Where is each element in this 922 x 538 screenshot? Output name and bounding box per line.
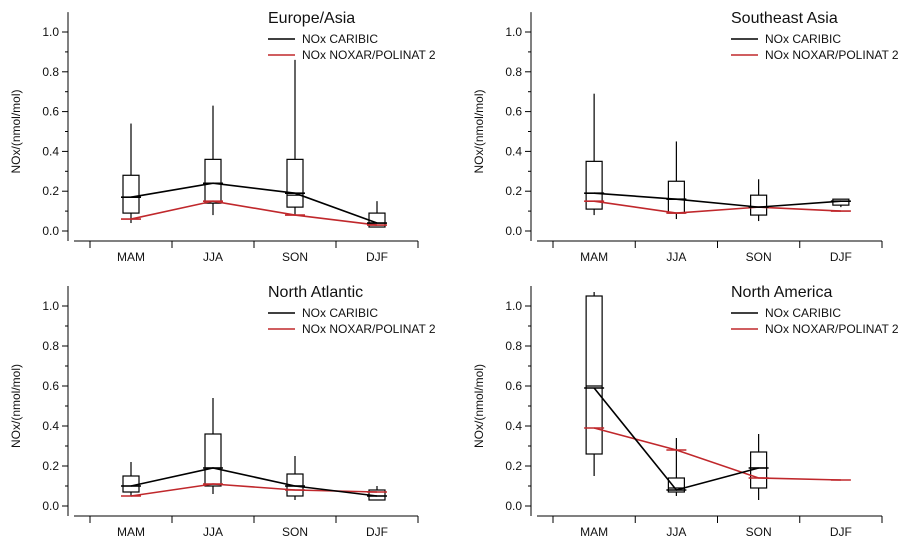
legend-label: NOx NOXAR/POLINAT 2 (765, 322, 899, 336)
panel-title: North Atlantic (268, 284, 363, 301)
y-tick-label: 0.6 (42, 379, 59, 393)
y-axis-title: NOx/(nmol/mol) (472, 364, 486, 448)
x-tick-label: JJA (203, 525, 223, 538)
series-line-noxar (130, 483, 378, 497)
x-tick-label: MAM (117, 250, 145, 264)
box-iqr (750, 194, 768, 216)
box-iqr (286, 158, 304, 208)
y-tick-label: 0.4 (42, 144, 59, 158)
legend-label: NOx NOXAR/POLINAT 2 (302, 322, 436, 336)
x-tick-label: MAM (117, 525, 145, 538)
x-tick-label: SON (746, 525, 772, 538)
y-tick-label: 1.0 (42, 299, 59, 313)
series-line-caribic (594, 192, 841, 208)
series-line-noxar (593, 427, 841, 481)
y-tick-label: 0.8 (42, 65, 59, 79)
x-tick-label: JJA (666, 250, 686, 264)
chart-panel-1: 0.0 0.2 0.4 0.6 0.8 1.0 NOx/(nmol/mol) MAM JJA SO… (9, 10, 436, 264)
y-axis-title: NOx/(nmol/mol) (9, 364, 23, 448)
x-tick-label: SON (282, 525, 308, 538)
x-tick-label: JJA (203, 250, 223, 264)
x-tick-label: MAM (580, 250, 608, 264)
y-tick-label: 0.2 (42, 459, 59, 473)
y-tick-label: 0.8 (505, 339, 522, 353)
series-line-noxar (594, 200, 841, 214)
legend-label: NOx NOXAR/POLINAT 2 (765, 48, 899, 62)
legend-label: NOx CARIBIC (765, 32, 841, 46)
chart-panel-3: 0.0 0.2 0.4 0.6 0.8 1.0 NOx/(nmol/mol) MAM JJA SO… (9, 284, 436, 538)
x-tick-label: DJF (366, 525, 388, 538)
panel-title: North America (731, 284, 832, 301)
y-tick-label: 1.0 (505, 25, 522, 39)
y-tick-label: 0.2 (42, 184, 59, 198)
chart-panel-2: 0.0 0.2 0.4 0.6 0.8 1.0 NOx/(nmol/mol) MAM JJA SO… (472, 10, 899, 264)
y-tick-label: 0.4 (505, 419, 522, 433)
legend-label: NOx CARIBIC (765, 306, 841, 320)
y-tick-label: 0.0 (42, 224, 59, 238)
box-iqr (204, 158, 222, 204)
box-iqr (585, 160, 603, 210)
series-line-noxar (130, 200, 378, 226)
box-iqr (204, 433, 222, 487)
y-tick-label: 0.8 (505, 65, 522, 79)
x-tick-label: JJA (666, 525, 686, 538)
box-iqr (122, 174, 140, 214)
x-tick-label: DJF (830, 525, 852, 538)
y-tick-label: 0.6 (505, 105, 522, 119)
y-tick-label: 1.0 (42, 25, 59, 39)
chart-panel-4: 0.0 0.2 0.4 0.6 0.8 1.0 NOx/(nmol/mol) MAM JJA SO… (472, 284, 899, 538)
legend-label: NOx CARIBIC (302, 32, 378, 46)
y-tick-label: 0.4 (505, 144, 522, 158)
series-line-caribic (130, 467, 378, 497)
legend-label: NOx NOXAR/POLINAT 2 (302, 48, 436, 62)
y-tick-label: 0.8 (42, 339, 59, 353)
y-axis-title: NOx/(nmol/mol) (472, 89, 486, 173)
y-tick-label: 0.0 (42, 499, 59, 513)
y-tick-label: 1.0 (505, 299, 522, 313)
series-line-caribic (130, 182, 378, 224)
panel-title: Southeast Asia (731, 10, 838, 27)
y-tick-label: 0.6 (505, 379, 522, 393)
y-tick-label: 0.2 (505, 184, 522, 198)
x-tick-label: SON (282, 250, 308, 264)
legend-label: NOx CARIBIC (302, 306, 378, 320)
y-tick-label: 0.0 (505, 499, 522, 513)
y-tick-label: 0.0 (505, 224, 522, 238)
x-tick-label: DJF (366, 250, 388, 264)
y-tick-label: 0.6 (42, 105, 59, 119)
box-iqr (585, 295, 603, 455)
y-axis-title: NOx/(nmol/mol) (9, 89, 23, 173)
y-tick-label: 0.2 (505, 459, 522, 473)
panel-title: Europe/Asia (268, 10, 355, 27)
box-iqr (667, 180, 685, 214)
y-tick-label: 0.4 (42, 419, 59, 433)
x-tick-label: SON (746, 250, 772, 264)
box-iqr (667, 477, 685, 493)
x-tick-label: DJF (830, 250, 852, 264)
x-tick-label: MAM (580, 525, 608, 538)
